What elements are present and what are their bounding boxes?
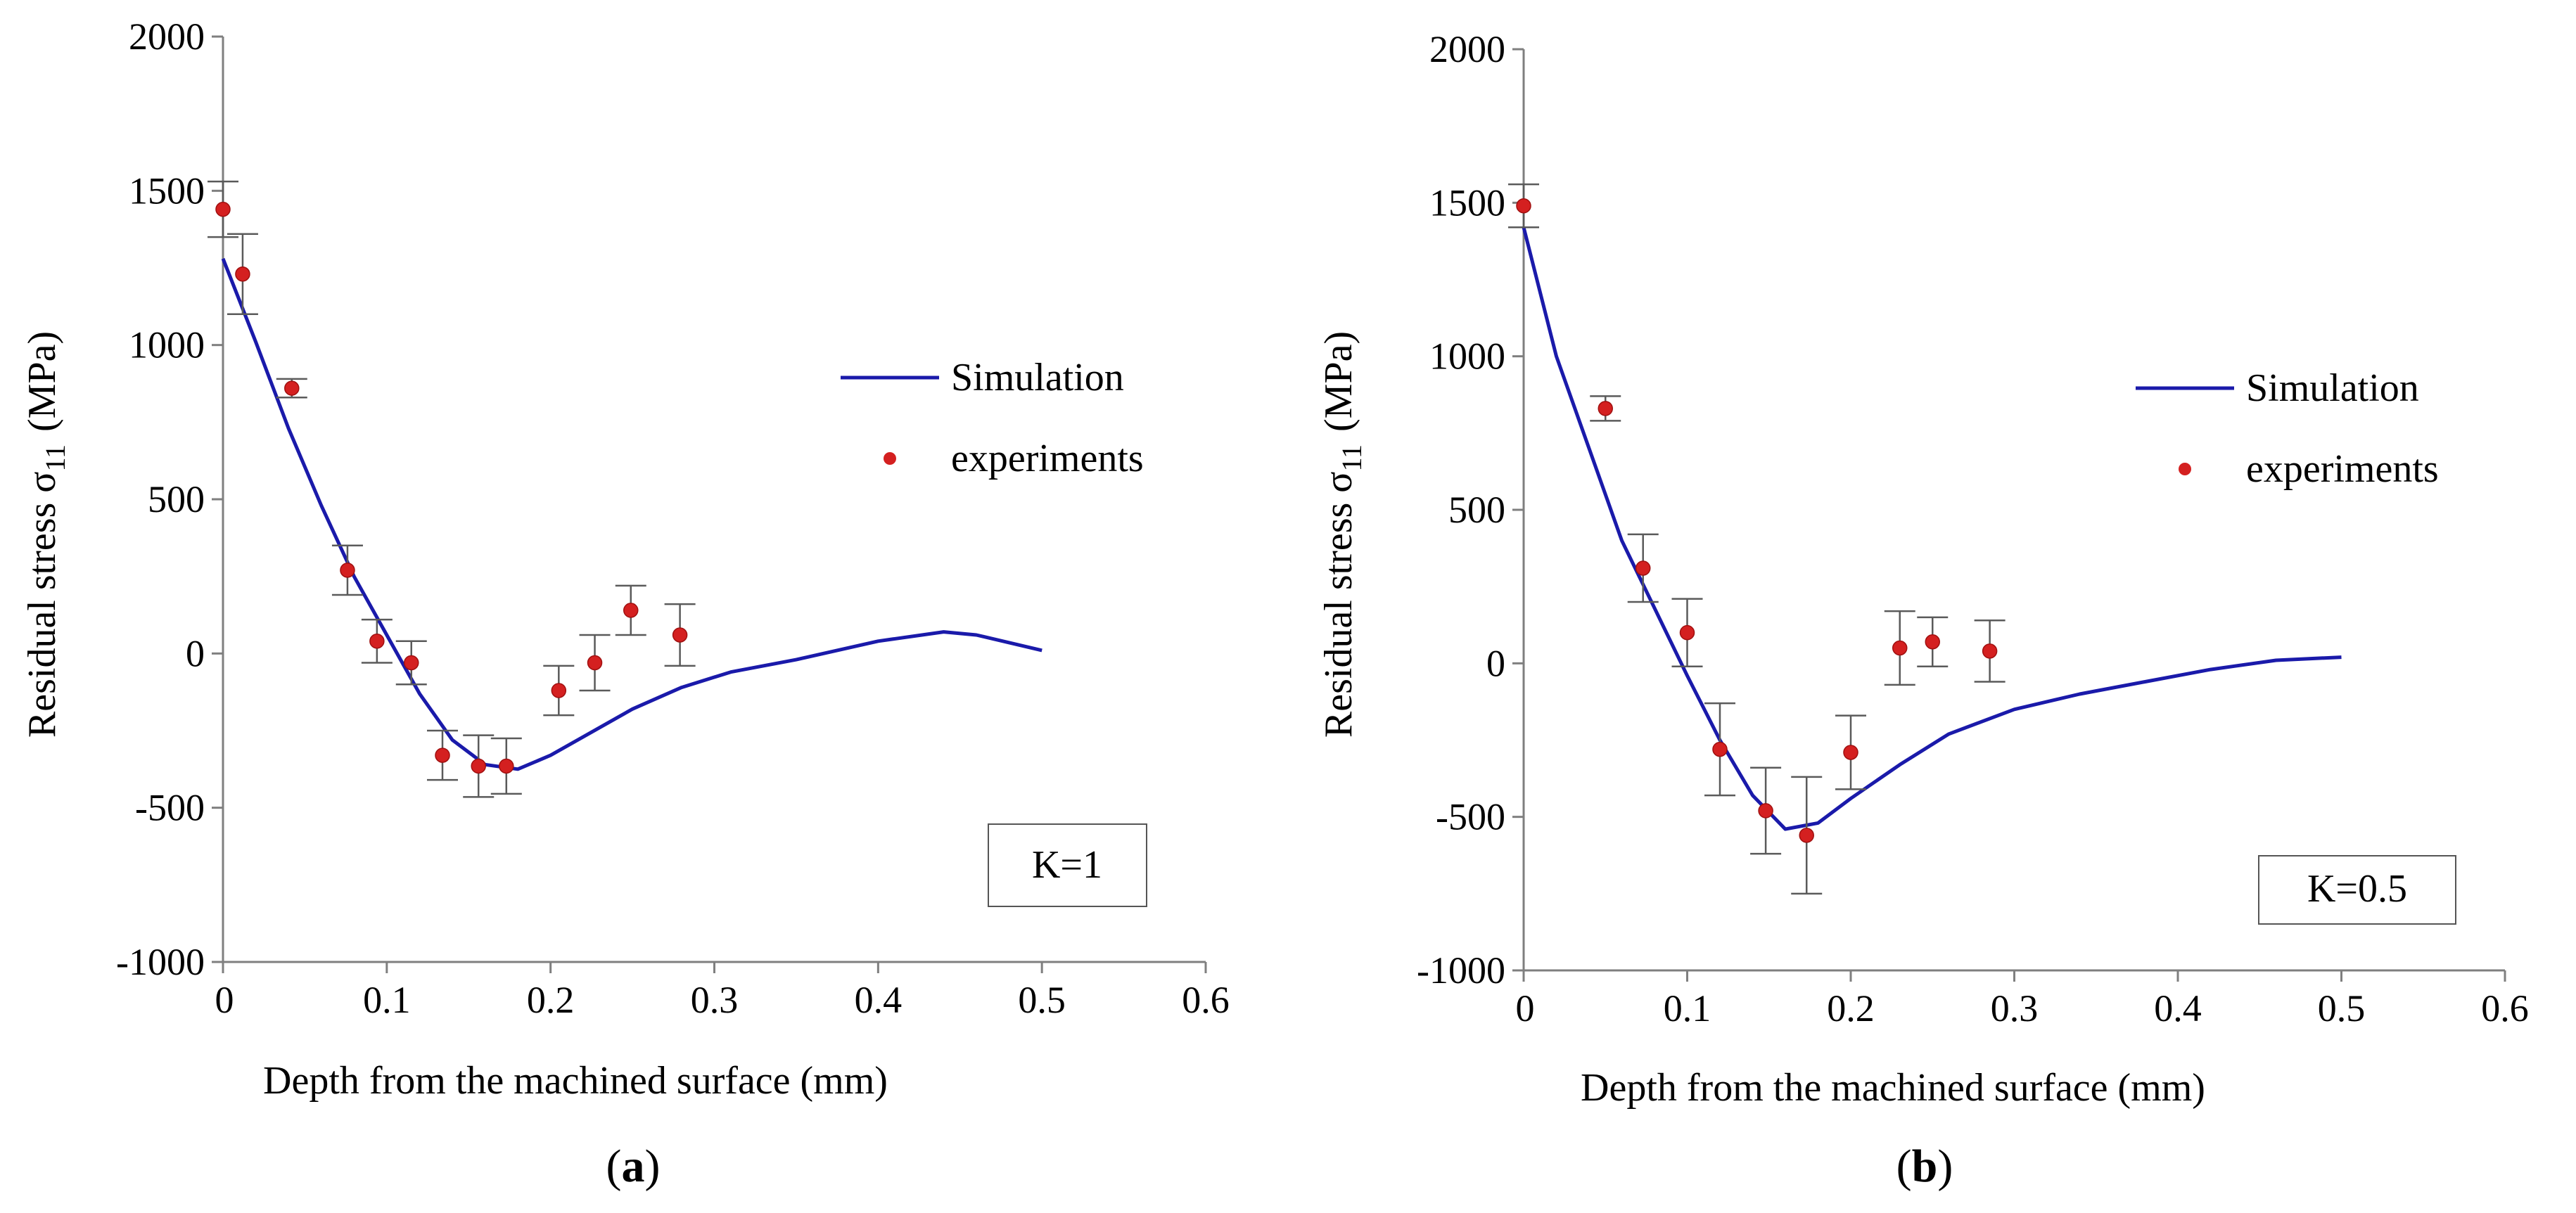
experiment-point [1712, 741, 1728, 757]
experiment-point [215, 201, 231, 217]
legend-simulation-label: Simulation [951, 356, 1124, 399]
y-tick-label: 0 [186, 632, 205, 674]
x-tick-label: 0.1 [1664, 987, 1711, 1029]
chart-a-ylabel-sub: 11 [39, 444, 71, 472]
experiment-point [471, 758, 486, 774]
experiment-point [1892, 640, 1908, 656]
chart-b-ylabel-main: Residual stress σ [1317, 472, 1360, 738]
chart-a-ylabel-main: Residual stress σ [20, 472, 64, 738]
y-tick-label: -500 [135, 787, 205, 829]
chart-a-xlabel: Depth from the machined surface (mm) [263, 1059, 888, 1103]
experiment-point [235, 267, 250, 282]
chart-panel-a: -1000 -500 0 500 1000 1500 2000 0.1 0.2 0.3 0.4 0.5… [20, 15, 1230, 1192]
chart-a-ylabel: Residual stress σ11 (MPa) [20, 331, 71, 738]
legend-simulation-label: Simulation [2246, 366, 2419, 410]
chart-a-plot: -1000 -500 0 500 1000 1500 2000 0.1 0.2 0.3 0.4 0.5… [116, 15, 1230, 1021]
chart-b-ylabel-sub: 11 [1336, 444, 1367, 472]
y-tick-label: 0 [1486, 642, 1505, 684]
experiment-point [1516, 198, 1531, 214]
experiment-point [672, 627, 688, 643]
y-tick-label: 500 [1448, 489, 1505, 531]
experiment-point [623, 603, 639, 618]
experiment-point [1635, 560, 1651, 576]
experiment-point [587, 655, 603, 671]
annotation-text: K=1 [1032, 843, 1102, 887]
y-tick-label: -1000 [1417, 949, 1505, 991]
x-tick-label: 0.5 [1018, 979, 1066, 1021]
y-tick-label: 1500 [129, 169, 205, 212]
y-tick-label: -1000 [116, 941, 205, 983]
x-tick-label: 0.1 [363, 979, 411, 1021]
legend-experiments-marker [2179, 463, 2191, 475]
legend-experiments-label: experiments [951, 437, 1144, 480]
chart-b-ylabel: Residual stress σ11 (MPa) [1317, 331, 1367, 738]
chart-a-caption: (a) [606, 1141, 661, 1192]
caption-letter: a [622, 1141, 645, 1192]
y-tick-label: 1500 [1429, 181, 1505, 224]
chart-a-ylabel-unit: (MPa) [20, 331, 64, 432]
legend-experiments-marker [884, 452, 896, 465]
x-tick-label: 0.2 [527, 979, 575, 1021]
x-tick-label: 0.4 [2154, 987, 2202, 1029]
x-tick-label: 0.6 [1182, 979, 1230, 1021]
x-origin-label: 0 [1516, 987, 1535, 1029]
x-tick-label: 0.6 [2481, 987, 2529, 1029]
chart-panel-b: -1000 -500 0 500 1000 1500 2000 0.1 0.2 0.3 0.4 0.5… [1288, 0, 2576, 1213]
legend-experiments-label: experiments [2246, 447, 2439, 491]
experiment-point [435, 747, 450, 763]
experiment-point [551, 683, 567, 698]
simulation-line [221, 257, 1042, 771]
experiment-point [1598, 401, 1613, 416]
x-tick-label: 0.3 [691, 979, 739, 1021]
x-tick-label: 0.5 [2318, 987, 2366, 1029]
chart-a-svg: -1000 -500 0 500 1000 1500 2000 0.1 0.2 0.3 0.4 0.5… [20, 15, 1230, 1192]
y-tick-label: 2000 [129, 15, 205, 58]
y-tick-label: -500 [1436, 796, 1505, 838]
chart-a-annotation-box: K=1 [988, 823, 1147, 907]
chart-b-ylabel-unit: (MPa) [1317, 331, 1360, 432]
chart-b-xlabel: Depth from the machined surface (mm) [1581, 1066, 2205, 1110]
chart-b-annotation-box: K=0.5 [2258, 855, 2456, 925]
chart-a-legend: Simulation experiments [841, 356, 1144, 480]
chart-b-legend: Simulation experiments [2136, 366, 2439, 491]
x-tick-label: 0.3 [1991, 987, 2039, 1029]
experiment-point [1925, 634, 1940, 650]
experiment-point [499, 758, 514, 774]
y-tick-label: 1000 [1429, 335, 1505, 378]
x-tick-label: 0.2 [1827, 987, 1875, 1029]
experiment-point [284, 380, 300, 396]
experiment-point [369, 634, 385, 649]
experiment-point [1799, 828, 1814, 843]
experiment-point [1843, 745, 1858, 760]
caption-letter: b [1912, 1141, 1938, 1192]
experiment-point [404, 655, 419, 671]
chart-b-caption: (b) [1896, 1141, 1953, 1192]
simulation-line [1522, 226, 2342, 831]
annotation-text: K=0.5 [2307, 867, 2407, 911]
y-tick-label: 1000 [129, 324, 205, 366]
x-origin-label: 0 [215, 979, 234, 1021]
x-tick-label: 0.4 [855, 979, 903, 1021]
annotation-box-frame [988, 823, 1147, 907]
experiment-point [340, 563, 355, 578]
experiment-point [1758, 803, 1773, 819]
chart-b-svg: -1000 -500 0 500 1000 1500 2000 0.1 0.2 0.3 0.4 0.5… [1317, 28, 2529, 1192]
chart-b-plot: -1000 -500 0 500 1000 1500 2000 0.1 0.2 0.3 0.4 0.5… [1417, 28, 2529, 1029]
y-tick-label: 500 [148, 478, 205, 520]
y-tick-label: 2000 [1429, 28, 1505, 70]
experiment-point [1679, 624, 1695, 641]
annotation-box-frame [2258, 855, 2456, 925]
experiment-point [1982, 643, 1998, 659]
